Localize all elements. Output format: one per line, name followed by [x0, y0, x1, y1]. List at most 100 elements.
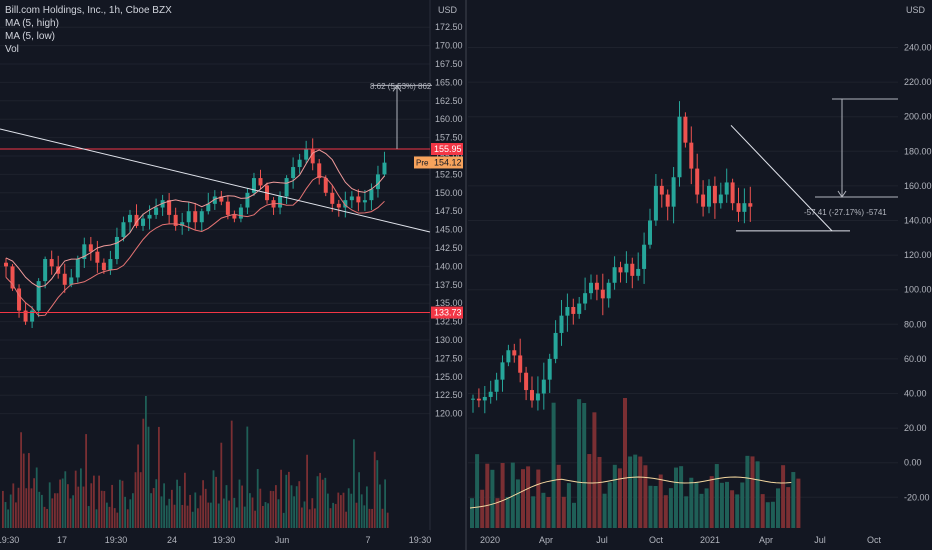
left-volume-bar — [342, 492, 345, 528]
right-candle-body — [600, 289, 605, 299]
left-y-tick-label: 162.50 — [435, 96, 463, 106]
left-candle-body — [69, 277, 74, 285]
ma-high-line — [5, 149, 385, 288]
left-candle-body — [147, 214, 152, 219]
left-y-tick-label: 142.50 — [435, 243, 463, 253]
left-volume-bar — [69, 498, 72, 528]
right-candle-body — [648, 220, 652, 245]
indicator-volume[interactable]: Vol — [5, 44, 19, 55]
right-x-tick-label: Apr — [759, 535, 773, 545]
right-volume-bar — [572, 502, 576, 528]
left-candle-body — [23, 310, 28, 322]
left-candle-body — [225, 201, 230, 215]
left-candle-body — [245, 192, 250, 208]
right-y-tick-label: 40.00 — [904, 389, 927, 399]
left-volume-bar — [207, 502, 210, 528]
left-volume-bar — [290, 485, 293, 528]
left-volume-bar — [17, 487, 20, 528]
left-volume-bar — [316, 476, 319, 528]
right-volume-bar — [500, 463, 505, 528]
right-panel: 240.00 220.00 200.00 180.00 160.00 140.00 120.… — [465, 0, 932, 550]
left-candle-body — [121, 222, 126, 237]
left-y-tick-label: 140.00 — [435, 261, 463, 271]
left-volume-bar — [124, 496, 126, 528]
right-volume-bar — [505, 497, 510, 528]
left-volume-bar — [82, 486, 85, 528]
right-candle-body — [518, 355, 523, 373]
left-volume-bar — [87, 506, 90, 528]
left-volume-bar — [191, 511, 194, 528]
right-volume-bar — [623, 398, 627, 528]
left-candle-body — [212, 196, 217, 204]
left-volume-bar — [275, 485, 277, 528]
left-volume-bar — [35, 467, 38, 528]
right-y-tick-label: 120.00 — [904, 250, 932, 260]
left-candle-body — [330, 192, 335, 204]
left-y-tick-label: 127.50 — [435, 353, 463, 363]
left-volume-bar — [12, 483, 15, 528]
left-volume-bar — [254, 510, 256, 528]
left-volume-bar — [217, 503, 220, 528]
left-y-tick-label: 155.00 — [435, 151, 463, 161]
left-volume-bar — [262, 505, 264, 528]
left-volume-bar — [345, 511, 347, 528]
right-candle-body — [594, 282, 599, 290]
left-volume-bar — [238, 479, 241, 528]
left-volume-bar — [301, 507, 303, 528]
left-volume-bar — [33, 478, 35, 528]
left-candle-body — [82, 244, 87, 260]
right-y-tick-label: 220.00 — [904, 77, 932, 87]
support-price-label: 133.73 — [434, 308, 462, 318]
right-candle-body — [695, 168, 700, 195]
left-volume-bar — [147, 426, 150, 528]
left-currency-label: USD — [438, 5, 458, 15]
left-volume-bar — [165, 505, 168, 528]
right-volume-bar — [602, 493, 607, 528]
right-y-tick-label: -20.00 — [904, 492, 930, 502]
left-volume-bar — [4, 502, 7, 528]
left-y-tick-label: 137.50 — [435, 280, 463, 290]
left-y-tick-label: 172.50 — [435, 22, 463, 32]
right-candle-body — [482, 396, 487, 401]
right-volume-bar — [760, 494, 765, 528]
left-volume-bar — [350, 493, 353, 528]
left-candle-body — [232, 214, 237, 219]
left-volume-bar — [59, 479, 61, 528]
left-volume-bar — [72, 495, 74, 528]
left-x-tick-label: 7 — [365, 535, 370, 545]
right-volume-bar — [750, 456, 755, 528]
right-volume-bar — [770, 501, 775, 528]
indicator-ma-low[interactable]: MA (5, low) — [5, 31, 56, 42]
left-volume-bar — [230, 420, 233, 528]
left-candle-body — [375, 174, 380, 190]
left-volume-bar — [56, 493, 59, 528]
left-volume-bar — [277, 499, 280, 528]
right-volume-bar — [755, 461, 760, 528]
left-volume-bar — [353, 439, 355, 528]
right-volume-bar — [740, 482, 745, 528]
right-candle-body — [689, 142, 694, 169]
indicator-ma-high[interactable]: MA (5, high) — [5, 18, 59, 29]
right-x-tick-label: Oct — [649, 535, 664, 545]
left-volume-bar — [95, 509, 98, 528]
right-candle-body — [471, 398, 475, 400]
left-x-tick-label: 24 — [167, 535, 177, 545]
right-volume-bar — [704, 488, 709, 528]
left-volume-bar — [46, 508, 48, 528]
left-volume-bar — [212, 470, 215, 528]
left-volume-bar — [228, 500, 230, 528]
right-candle-body — [606, 282, 611, 299]
left-volume-bar — [269, 490, 272, 528]
right-volume-bar — [730, 490, 735, 528]
left-volume-bar — [178, 486, 181, 528]
left-volume-bar — [241, 485, 243, 528]
right-candle-body — [671, 177, 676, 207]
right-volume-bar — [679, 466, 684, 528]
left-volume-bar — [139, 472, 142, 528]
right-y-tick-label: 0.00 — [904, 458, 922, 468]
right-volume-bar — [663, 495, 668, 528]
left-volume-bar — [220, 442, 223, 528]
right-volume-bar — [735, 494, 740, 528]
left-volume-bar — [20, 432, 22, 528]
right-volume-bar — [521, 469, 525, 528]
